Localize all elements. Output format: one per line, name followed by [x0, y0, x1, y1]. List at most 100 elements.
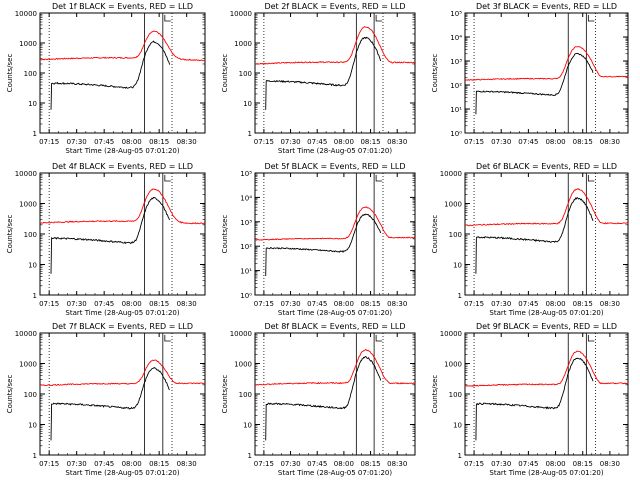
x-tick-label: 07:15: [464, 460, 484, 468]
panel-title: Det 5f BLACK = Events, RED = LLD: [264, 162, 405, 171]
x-tick-label: 08:30: [387, 300, 407, 308]
y-tick-label: 1000: [234, 40, 252, 48]
x-axis-label: Start Time (28-Aug-05 07:01:20): [278, 309, 392, 317]
x-tick-label: 07:45: [307, 300, 327, 308]
x-tick-label: 07:30: [280, 460, 300, 468]
x-tick-label: 08:00: [545, 138, 565, 146]
x-tick-label: 08:30: [177, 138, 197, 146]
y-axis-label: Counts/sec: [6, 215, 14, 254]
series-lld-red: [254, 348, 415, 386]
x-tick-label: 07:30: [67, 460, 87, 468]
x-tick-label: 08:30: [387, 460, 407, 468]
x-axis-label: Start Time (28-Aug-05 07:01:20): [278, 469, 392, 477]
panel-title: Det 9f BLACK = Events, RED = LLD: [476, 322, 617, 331]
y-tick-label: 100: [24, 70, 37, 78]
x-tick-label: 08:30: [177, 460, 197, 468]
panel-title: Det 6f BLACK = Events, RED = LLD: [476, 162, 617, 171]
x-tick-label: 07:30: [280, 300, 300, 308]
y-tick-label: 10000: [15, 10, 37, 18]
x-tick-label: 08:00: [545, 460, 565, 468]
x-tick-label: 08:15: [149, 300, 169, 308]
x-tick-label: 08:00: [545, 300, 565, 308]
y-tick-label: 10000: [15, 330, 37, 338]
series-events-black: [50, 40, 171, 110]
x-axis-label: Start Time (28-Aug-05 07:01:20): [65, 147, 179, 155]
series-events-black: [475, 52, 594, 115]
y-tick-label: 10000: [440, 170, 462, 178]
x-tick-label: 08:00: [334, 300, 354, 308]
y-tick-label: 10: [453, 262, 462, 270]
series-events-black: [265, 355, 382, 441]
y-axis-label: Counts/sec: [221, 375, 229, 414]
interval-bracket: [164, 15, 171, 22]
panel-det-2: Det 2f BLACK = Events, RED = LLD 1 10 100 10…: [221, 2, 416, 155]
plot-frame: [39, 332, 206, 456]
y-tick-label: 10: [28, 262, 37, 270]
interval-bracket: [375, 15, 383, 22]
x-tick-label: 08:15: [573, 460, 593, 468]
x-tick-label: 08:15: [149, 138, 169, 146]
x-tick-label: 08:30: [387, 138, 407, 146]
x-tick-label: 08:15: [360, 460, 380, 468]
y-tick-label: 1: [248, 130, 252, 138]
series-events-black: [265, 36, 382, 110]
series-lld-red: [254, 26, 416, 65]
y-tick-label: 1: [458, 452, 462, 460]
series-lld-red: [464, 188, 629, 227]
x-tick-label: 07:15: [464, 300, 484, 308]
x-tick-label: 07:15: [254, 460, 274, 468]
x-tick-label: 07:15: [39, 300, 59, 308]
series-events-black: [50, 366, 170, 441]
panel-det-3: Det 3f BLACK = Events, RED = LLD 10⁰ 10¹ 10…: [431, 2, 629, 146]
series-lld-red: [464, 350, 629, 388]
y-tick-label: 10: [243, 422, 252, 430]
y-tick-label: 10³: [240, 219, 252, 227]
series-lld-red: [39, 188, 206, 225]
panel-det-4: Det 4f BLACK = Events, RED = LLD 1 10 100 10…: [6, 162, 206, 317]
x-tick-label: 07:45: [518, 138, 538, 146]
interval-bracket: [164, 335, 171, 342]
interval-bracket: [587, 335, 595, 342]
x-tick-label: 07:45: [94, 460, 114, 468]
y-tick-label: 100: [24, 391, 37, 399]
y-tick-label: 10: [28, 100, 37, 108]
x-tick-label: 08:30: [600, 300, 620, 308]
plot-frame: [464, 332, 629, 456]
x-axis-label: Start Time (28-Aug-05 07:01:20): [278, 147, 392, 155]
x-tick-label: 07:45: [518, 460, 538, 468]
y-tick-label: 10000: [230, 330, 252, 338]
y-tick-label: 10⁵: [450, 10, 462, 18]
panel-title: Det 8f BLACK = Events, RED = LLD: [264, 322, 405, 331]
panel-title: Det 2f BLACK = Events, RED = LLD: [264, 2, 405, 11]
x-tick-label: 08:15: [573, 300, 593, 308]
x-tick-label: 07:15: [254, 300, 274, 308]
y-axis-label: Counts/sec: [6, 54, 14, 93]
y-tick-label: 10¹: [240, 268, 252, 276]
series-lld-red: [39, 359, 206, 387]
y-tick-label: 10⁴: [240, 194, 252, 202]
y-tick-label: 10: [453, 422, 462, 430]
y-tick-label: 1: [33, 452, 37, 460]
series-events-black: [265, 213, 382, 277]
panel-title: Det 7f BLACK = Events, RED = LLD: [52, 322, 193, 331]
y-tick-label: 1000: [234, 361, 252, 369]
y-tick-label: 1000: [444, 201, 462, 209]
y-axis-label: Counts/sec: [221, 215, 229, 254]
y-tick-label: 100: [239, 391, 252, 399]
plot-frame: [254, 12, 416, 134]
y-tick-label: 1: [33, 292, 37, 300]
panel-det-1: Det 1f BLACK = Events, RED = LLD 1 10 100 10…: [6, 2, 206, 155]
y-tick-label: 10000: [440, 330, 462, 338]
y-tick-label: 100: [239, 70, 252, 78]
y-tick-label: 10²: [240, 243, 252, 251]
series-events-black: [50, 197, 171, 274]
y-tick-label: 10⁰: [450, 130, 462, 138]
series-events-black: [475, 357, 594, 441]
x-tick-label: 07:15: [254, 138, 274, 146]
panel-title: Det 3f BLACK = Events, RED = LLD: [476, 2, 617, 11]
interval-bracket: [587, 15, 595, 22]
y-axis-label: Counts/sec: [6, 375, 14, 414]
plot-frame: [464, 172, 629, 296]
panel-det-9: Det 9f BLACK = Events, RED = LLD 1 10 100 10…: [431, 322, 629, 477]
